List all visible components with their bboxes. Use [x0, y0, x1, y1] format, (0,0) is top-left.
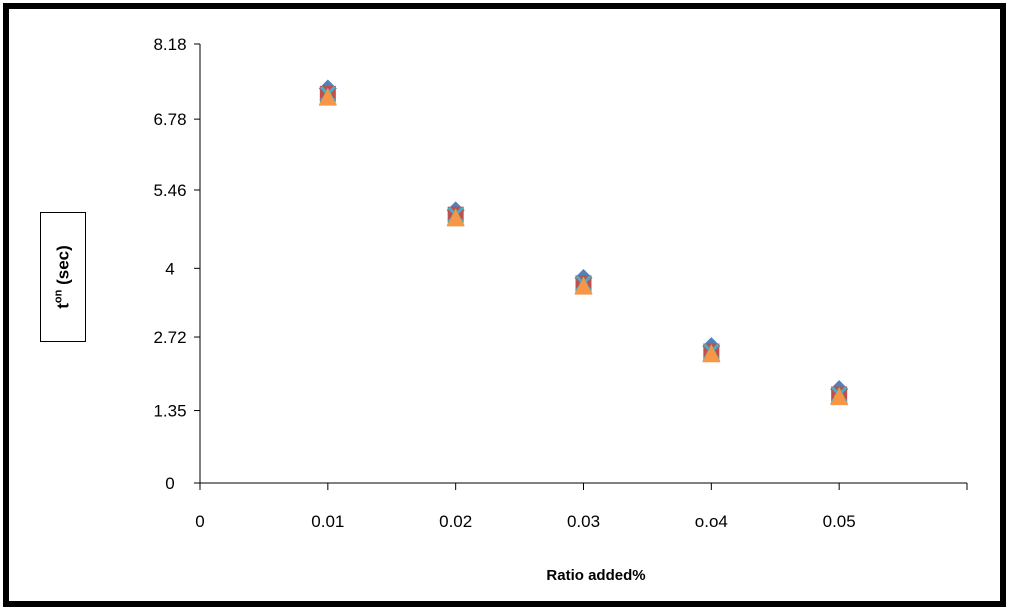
y-axis-label-sup: on — [52, 289, 65, 304]
x-tick-label: 0 — [195, 512, 204, 531]
chart-frame — [3, 3, 1006, 607]
chart-ticks: 0 1.35 2.72 4 5.46 6.78 8.18 0 0.01 0.02 0.03 o.o4 0… — [153, 35, 968, 531]
data-point-triangle — [574, 277, 593, 295]
y-axis-label-unit: (sec) — [53, 245, 73, 285]
y-tick-label: 6.78 — [153, 110, 186, 129]
y-tick-label: 2.72 — [153, 328, 186, 347]
data-point-triangle — [318, 88, 337, 106]
data-point-triangle — [702, 345, 721, 363]
x-axis-label: Ratio added% — [546, 567, 646, 584]
x-tick-label: 0.05 — [823, 512, 856, 531]
x-tick-label: 0.03 — [567, 512, 600, 531]
y-axis-label-main: t — [53, 303, 73, 309]
chart-axes — [199, 44, 967, 484]
y-tick-label: 1.35 — [153, 402, 186, 421]
data-point-triangle — [830, 388, 849, 406]
y-tick-label: 4 — [165, 259, 174, 278]
y-axis-label-box — [40, 212, 86, 342]
x-tick-label: 0.01 — [311, 512, 344, 531]
x-tick-label: o.o4 — [695, 512, 728, 531]
chart-marks — [318, 79, 849, 406]
y-axis-label: ton (sec) — [53, 245, 74, 309]
y-tick-label: 8.18 — [153, 35, 186, 54]
y-tick-label: 0 — [165, 474, 174, 493]
y-tick-label: 5.46 — [153, 181, 186, 200]
data-point-triangle — [446, 209, 465, 227]
x-tick-label: 0.02 — [439, 512, 472, 531]
